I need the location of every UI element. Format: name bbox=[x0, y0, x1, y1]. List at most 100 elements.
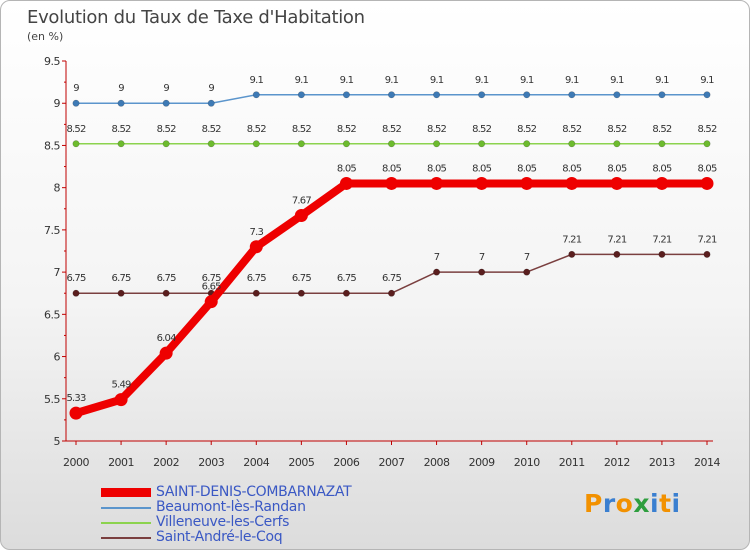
data-label: 7 bbox=[479, 252, 485, 263]
data-point bbox=[433, 268, 441, 276]
x-tick-label: 2002 bbox=[153, 456, 179, 469]
data-point bbox=[69, 406, 83, 420]
data-point bbox=[700, 176, 714, 190]
x-tick-label: 2008 bbox=[424, 456, 450, 469]
legend-swatch bbox=[101, 488, 151, 497]
data-label: 8.05 bbox=[562, 163, 582, 174]
data-label: 8.52 bbox=[472, 124, 492, 135]
logo-letter: x bbox=[633, 489, 650, 518]
data-label: 9.1 bbox=[565, 75, 579, 86]
data-label: 9.1 bbox=[655, 75, 669, 86]
data-point bbox=[478, 91, 486, 99]
data-label: 9.1 bbox=[700, 75, 714, 86]
legend-swatch bbox=[101, 537, 151, 539]
x-tick-label: 2006 bbox=[333, 456, 359, 469]
y-tick-label: 9.5 bbox=[44, 55, 60, 68]
data-point bbox=[162, 140, 170, 148]
data-label: 8.52 bbox=[292, 124, 312, 135]
data-point bbox=[385, 176, 398, 190]
legend-swatch bbox=[101, 522, 151, 524]
data-point bbox=[72, 140, 80, 148]
data-point bbox=[433, 140, 441, 148]
data-point bbox=[478, 268, 486, 276]
data-label: 9.1 bbox=[430, 75, 444, 86]
data-label: 7 bbox=[524, 252, 530, 263]
data-label: 6.75 bbox=[66, 273, 86, 284]
data-label: 9.1 bbox=[520, 75, 534, 86]
x-tick-label: 2007 bbox=[379, 456, 405, 469]
y-tick-label: 5.5 bbox=[44, 393, 60, 406]
x-tick-label: 2010 bbox=[514, 456, 540, 469]
data-point bbox=[72, 289, 80, 297]
data-point bbox=[159, 346, 173, 360]
data-point bbox=[568, 140, 576, 148]
legend-swatch bbox=[101, 507, 151, 509]
data-point bbox=[658, 140, 666, 148]
data-point bbox=[523, 140, 531, 148]
x-tick-label: 2009 bbox=[469, 456, 495, 469]
logo-letter: t bbox=[659, 489, 672, 518]
data-point bbox=[523, 91, 531, 99]
data-label: 6.75 bbox=[382, 273, 402, 284]
data-point bbox=[387, 91, 395, 99]
data-label: 6.65 bbox=[202, 282, 222, 293]
data-point bbox=[387, 140, 395, 148]
data-label: 8.05 bbox=[472, 163, 492, 174]
data-point bbox=[342, 91, 350, 99]
y-tick-label: 5 bbox=[54, 435, 61, 448]
data-point bbox=[294, 209, 308, 223]
chart-subtitle: (en %) bbox=[27, 30, 64, 43]
data-point bbox=[703, 250, 711, 258]
data-point bbox=[339, 176, 353, 190]
data-point bbox=[162, 99, 170, 107]
data-label: 9.1 bbox=[610, 75, 624, 86]
x-tick-label: 2005 bbox=[288, 456, 314, 469]
y-tick-label: 8.5 bbox=[44, 139, 60, 152]
data-point bbox=[520, 176, 534, 190]
data-label: 8.52 bbox=[607, 124, 627, 135]
x-tick-label: 2001 bbox=[108, 456, 134, 469]
data-label: 7 bbox=[434, 252, 440, 263]
data-point bbox=[207, 140, 215, 148]
legend-label: Villeneuve-les-Cerfs bbox=[156, 514, 290, 530]
data-label: 8.05 bbox=[427, 163, 447, 174]
data-point bbox=[613, 250, 621, 258]
data-label: 5.49 bbox=[112, 380, 132, 391]
logo-letter: o bbox=[615, 489, 634, 518]
data-label: 9 bbox=[73, 83, 79, 94]
data-point bbox=[613, 91, 621, 99]
data-label: 8.05 bbox=[337, 163, 357, 174]
x-tick-label: 2012 bbox=[604, 456, 630, 469]
data-point bbox=[703, 140, 711, 148]
data-label: 8.52 bbox=[202, 124, 222, 135]
data-point bbox=[613, 140, 621, 148]
data-label: 8.52 bbox=[697, 124, 717, 135]
data-point bbox=[252, 140, 260, 148]
data-point bbox=[655, 176, 669, 190]
logo-letter: P bbox=[584, 489, 603, 518]
logo-letter: i bbox=[671, 489, 681, 518]
data-point bbox=[703, 91, 711, 99]
data-point bbox=[568, 91, 576, 99]
data-point bbox=[249, 240, 263, 254]
data-point bbox=[114, 393, 128, 407]
data-label: 8.52 bbox=[562, 124, 582, 135]
data-label: 7.21 bbox=[562, 234, 582, 245]
y-tick-label: 6 bbox=[54, 351, 61, 364]
data-label: 9 bbox=[208, 83, 214, 94]
data-point bbox=[162, 289, 170, 297]
data-point bbox=[297, 140, 305, 148]
x-tick-label: 2004 bbox=[243, 456, 269, 469]
logo-letter: r bbox=[602, 489, 616, 518]
data-label: 8.52 bbox=[337, 124, 357, 135]
data-label: 9.1 bbox=[385, 75, 399, 86]
x-tick-label: 2000 bbox=[63, 456, 89, 469]
data-point bbox=[117, 99, 125, 107]
data-label: 8.05 bbox=[517, 163, 537, 174]
data-label: 9 bbox=[118, 83, 124, 94]
logo-letter: i bbox=[650, 489, 660, 518]
x-tick-label: 2014 bbox=[694, 456, 720, 469]
data-point bbox=[342, 289, 350, 297]
